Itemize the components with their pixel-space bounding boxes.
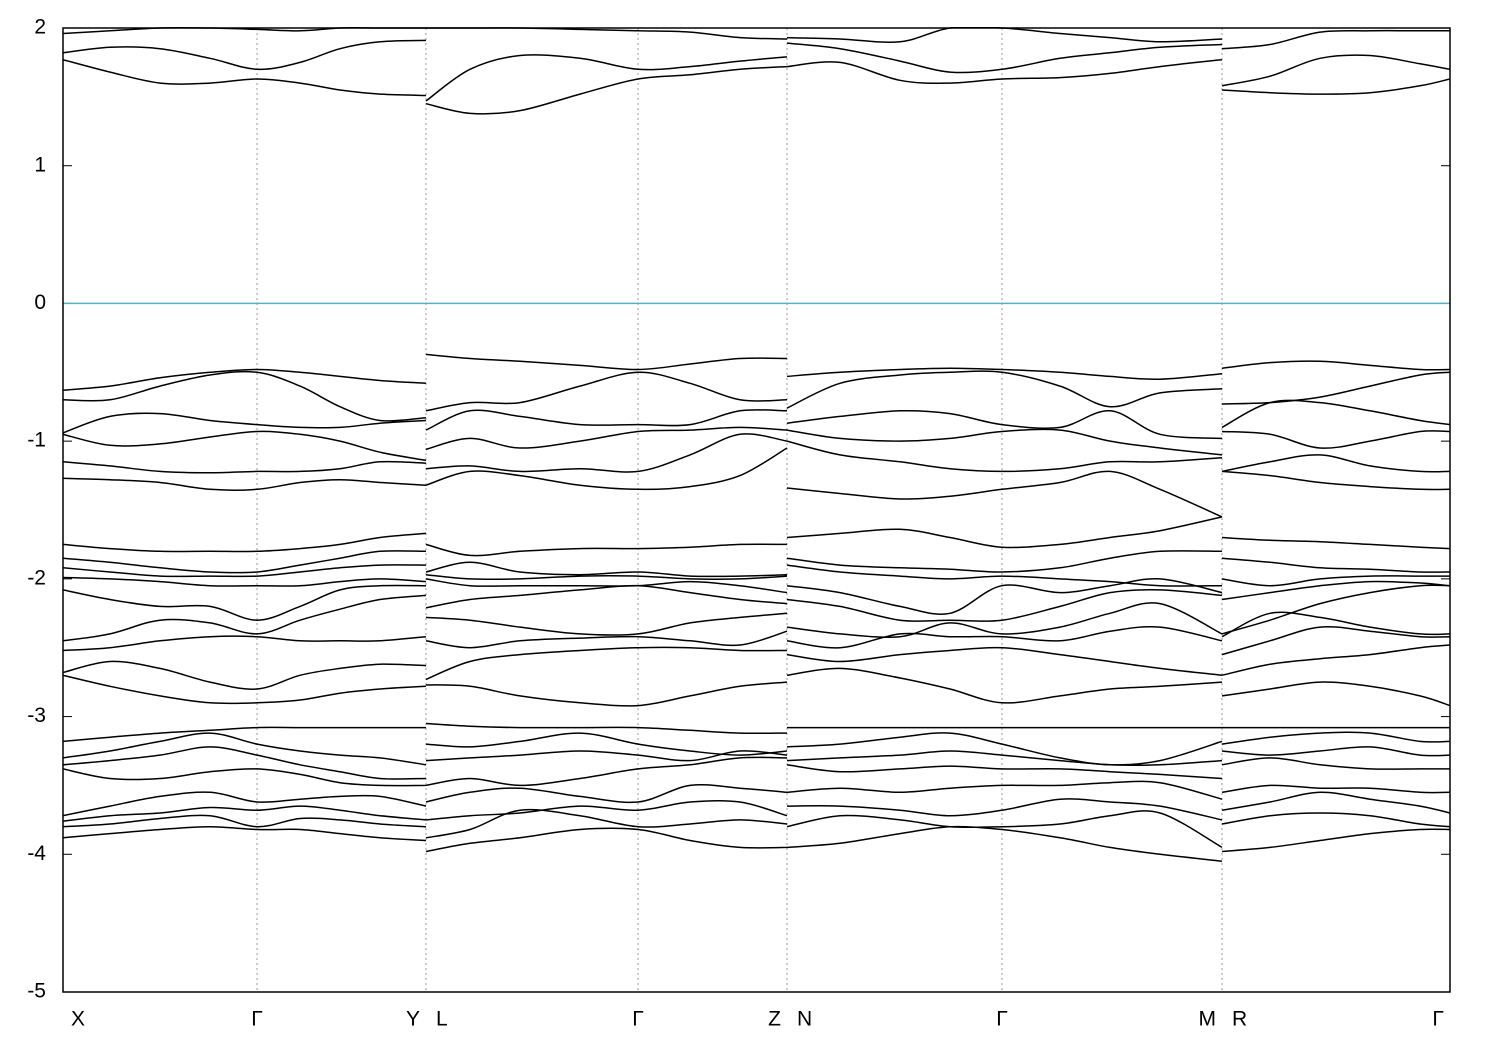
band-line [63, 731, 1450, 766]
band-line [63, 516, 1450, 557]
x-tick-label: Γ [632, 1008, 644, 1031]
band-line [63, 564, 1450, 587]
x-tick-label: L [436, 1008, 448, 1031]
x-tick-label: Z [768, 1008, 781, 1031]
plot-frame [62, 27, 1451, 993]
band-line [63, 594, 1450, 642]
y-tick-label: -1 [27, 429, 46, 452]
band-line [63, 447, 1450, 518]
y-tick-label: 2 [34, 16, 46, 39]
band-line [63, 353, 1450, 391]
band-line [63, 550, 1450, 578]
band-line [63, 584, 1450, 635]
band-line [63, 426, 1450, 462]
y-tick-label: 0 [34, 291, 46, 314]
band-line [63, 27, 1450, 50]
band-line [63, 576, 1450, 615]
y-tick-label: 1 [34, 153, 46, 176]
y-tick-label: -5 [27, 980, 46, 1003]
band-line [63, 791, 1450, 822]
band-line [63, 746, 1450, 780]
x-tick-label: R [1232, 1008, 1247, 1031]
band-line [63, 58, 1450, 115]
band-line [63, 433, 1450, 474]
y-tick-label: -4 [27, 842, 46, 865]
band-line [63, 39, 1450, 102]
x-tick-label: X [71, 1008, 85, 1031]
band-line [63, 722, 1450, 743]
band-line [63, 780, 1450, 817]
band-line [63, 825, 1450, 862]
x-tick-label: Γ [996, 1008, 1008, 1031]
band-line [63, 370, 1450, 422]
y-tick-label: -2 [27, 566, 46, 589]
band-line [63, 625, 1450, 656]
band-line [63, 644, 1450, 690]
band-line [63, 399, 1450, 440]
x-tick-label: M [1199, 1008, 1217, 1031]
x-tick-label: Γ [1432, 1008, 1444, 1031]
y-tick-label: -3 [27, 704, 46, 727]
band-line [63, 756, 1450, 787]
band-line [63, 667, 1450, 707]
band-line [63, 808, 1450, 849]
x-tick-label: N [797, 1008, 812, 1031]
x-tick-label: Γ [251, 1008, 263, 1031]
x-tick-label: Y [406, 1008, 420, 1031]
